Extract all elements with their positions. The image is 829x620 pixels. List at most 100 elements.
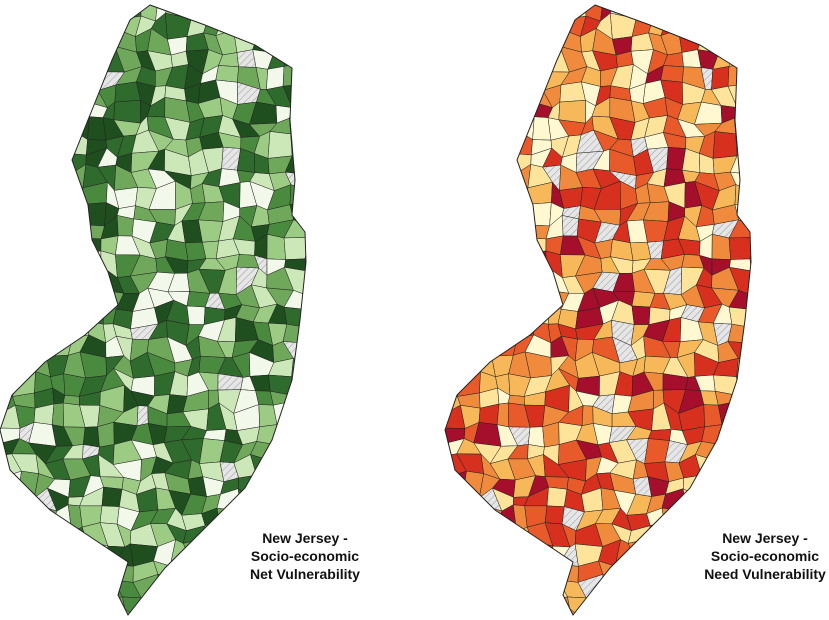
municipality <box>752 116 772 136</box>
municipality <box>169 562 193 578</box>
municipality <box>445 301 462 327</box>
municipality <box>215 65 239 83</box>
municipality <box>477 185 501 206</box>
municipality <box>559 81 586 103</box>
municipality <box>13 319 40 346</box>
municipality <box>199 576 228 600</box>
municipality <box>13 304 40 329</box>
municipality <box>457 135 485 157</box>
municipality <box>0 337 16 363</box>
municipality <box>253 595 271 615</box>
municipality <box>448 135 461 157</box>
municipality <box>72 187 84 205</box>
municipality <box>764 385 787 412</box>
municipality <box>456 189 485 208</box>
municipality <box>317 402 339 428</box>
municipality <box>80 202 107 227</box>
municipality <box>12 30 37 49</box>
municipality <box>12 147 40 176</box>
municipality <box>736 369 751 396</box>
municipality <box>482 115 500 143</box>
municipality <box>445 524 464 546</box>
municipality <box>646 538 672 560</box>
municipality <box>46 593 70 615</box>
municipality <box>320 183 341 207</box>
municipality <box>718 30 738 54</box>
municipality <box>477 16 498 39</box>
municipality <box>545 596 570 609</box>
municipality <box>752 136 772 153</box>
municipality <box>748 427 751 445</box>
municipality <box>731 488 751 508</box>
municipality <box>238 591 257 615</box>
municipality <box>62 233 87 255</box>
municipality <box>729 18 750 33</box>
municipality <box>762 402 784 428</box>
municipality <box>0 16 24 32</box>
municipality <box>491 593 515 615</box>
municipality <box>48 35 66 57</box>
municipality <box>291 369 306 396</box>
municipality <box>240 509 261 532</box>
municipality <box>473 251 501 276</box>
municipality <box>266 605 295 615</box>
municipality <box>580 617 598 620</box>
municipality <box>97 421 115 448</box>
municipality <box>290 29 304 58</box>
municipality <box>764 479 787 495</box>
municipality <box>308 459 328 479</box>
municipality <box>643 592 670 611</box>
municipality <box>750 62 751 84</box>
municipality <box>457 147 485 176</box>
municipality <box>458 304 485 329</box>
municipality <box>223 577 241 594</box>
municipality <box>0 524 19 546</box>
municipality <box>318 2 343 18</box>
municipality <box>63 305 89 325</box>
municipality <box>517 187 529 205</box>
municipality <box>719 438 735 464</box>
municipality <box>461 234 485 258</box>
municipality <box>458 71 477 87</box>
municipality <box>509 577 537 601</box>
municipality <box>445 242 464 258</box>
municipality <box>96 28 118 48</box>
municipality <box>328 439 345 464</box>
municipality <box>63 12 89 40</box>
municipality <box>491 78 516 107</box>
municipality <box>45 165 74 193</box>
municipality <box>0 505 19 528</box>
municipality <box>509 201 528 226</box>
municipality <box>116 215 135 237</box>
municipality <box>458 319 485 346</box>
municipality <box>66 72 85 85</box>
municipality <box>310 172 327 191</box>
municipality <box>547 607 570 615</box>
municipality <box>457 30 482 49</box>
municipality <box>201 538 227 560</box>
municipality <box>16 283 35 309</box>
municipality <box>171 573 187 599</box>
municipality <box>308 406 318 431</box>
municipality <box>302 285 306 311</box>
municipality <box>460 220 485 243</box>
municipality <box>288 454 306 483</box>
municipality <box>47 185 74 206</box>
municipality <box>472 35 497 55</box>
municipality <box>767 79 790 106</box>
municipality <box>289 103 306 119</box>
municipality <box>53 251 72 275</box>
municipality <box>733 504 751 529</box>
municipality <box>276 454 294 483</box>
municipality <box>597 598 619 615</box>
municipality <box>749 234 751 261</box>
municipality <box>456 5 485 23</box>
municipality <box>266 504 295 528</box>
municipality <box>445 288 468 306</box>
municipality <box>11 597 40 614</box>
municipality <box>492 323 518 346</box>
municipality <box>324 13 343 35</box>
municipality <box>183 559 208 577</box>
municipality <box>627 538 653 563</box>
municipality <box>507 609 531 615</box>
